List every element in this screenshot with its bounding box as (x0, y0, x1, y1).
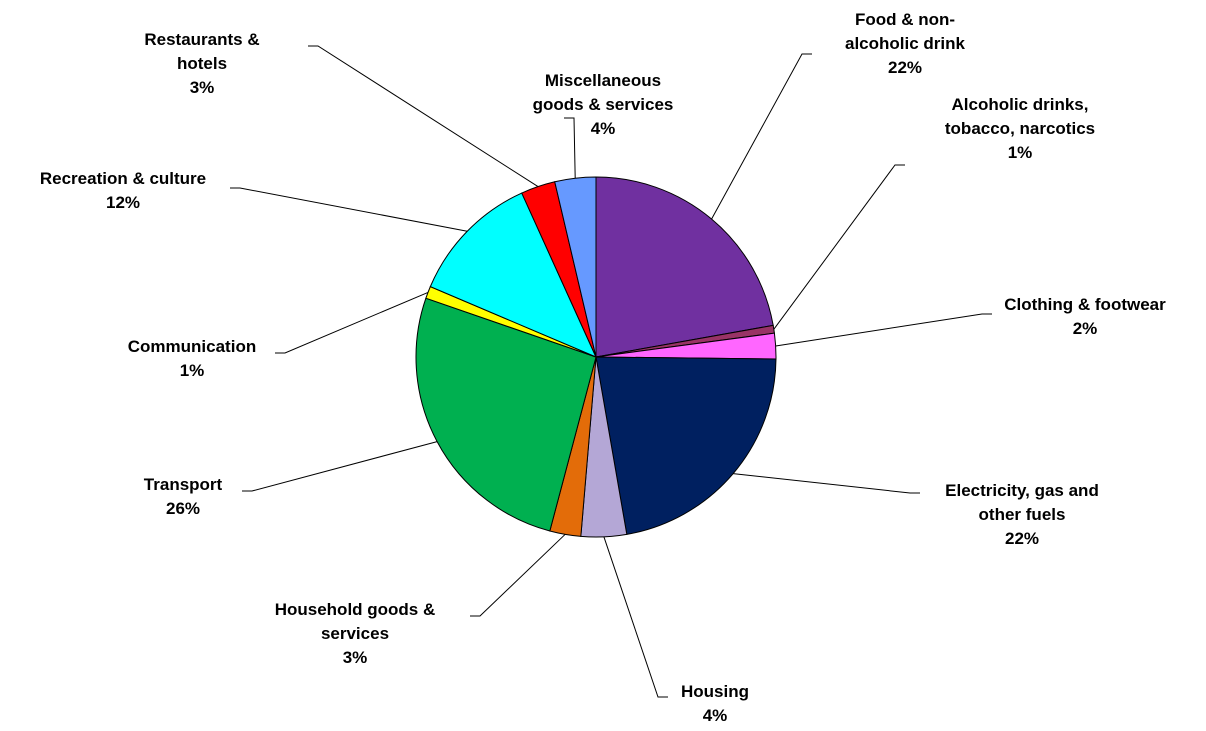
leader-line-recreation-and-culture (230, 187, 468, 232)
slice-labels: Food & non-alcoholic drink 22% Alcoholic d… (40, 10, 1166, 725)
leader-lines (230, 45, 992, 698)
slice-label-electricity-gas-and-other-fuels: other fuels (979, 505, 1066, 524)
pie-slice-food-and-non-alcoholic-drink (595, 176, 774, 358)
slice-label-clothing-and-footwear: Clothing & footwear (1004, 295, 1166, 314)
slice-label-miscellaneous-goods-and-services: Miscellaneous (545, 71, 661, 90)
slice-percent-miscellaneous-goods-and-services: 4% (591, 119, 616, 138)
leader-line-restaurants-and-hotels (308, 45, 539, 188)
pie-slice-miscellaneous-goods-and-services (554, 176, 597, 358)
slice-percent-household-goods-and-services: 3% (343, 648, 368, 667)
slice-percent-alcoholic-drinks-tobacco-narcotics: 1% (1008, 143, 1033, 162)
leader-line-housing (603, 536, 668, 698)
slice-percent-restaurants-and-hotels: 3% (190, 78, 215, 97)
slice-label-transport: Transport (144, 475, 223, 494)
slice-label-housing: Housing (681, 682, 749, 701)
slice-label-food-and-non-alcoholic-drink: alcoholic drink (845, 34, 966, 53)
slice-label-restaurants-and-hotels: Restaurants & (144, 30, 259, 49)
leader-line-miscellaneous-goods-and-services (564, 117, 576, 179)
slice-label-alcoholic-drinks-tobacco-narcotics: tobacco, narcotics (945, 119, 1095, 138)
leader-line-household-goods-and-services (470, 533, 566, 617)
pie-slices (415, 176, 777, 538)
slice-label-recreation-and-culture: Recreation & culture (40, 169, 206, 188)
leader-line-clothing-and-footwear (775, 313, 992, 347)
slice-label-household-goods-and-services: Household goods & (275, 600, 436, 619)
slice-label-miscellaneous-goods-and-services: goods & services (533, 95, 674, 114)
slice-label-communication: Communication (128, 337, 256, 356)
leader-line-food-and-non-alcoholic-drink (711, 53, 812, 220)
slice-percent-recreation-and-culture: 12% (106, 193, 140, 212)
pie-slice-transport (415, 297, 597, 532)
leader-line-communication (275, 291, 429, 354)
leader-line-alcoholic-drinks-tobacco-narcotics (773, 164, 905, 330)
slice-percent-electricity-gas-and-other-fuels: 22% (1005, 529, 1039, 548)
slice-label-household-goods-and-services: services (321, 624, 389, 643)
leader-line-electricity-gas-and-other-fuels (733, 473, 920, 494)
slice-label-restaurants-and-hotels: hotels (177, 54, 227, 73)
slice-percent-food-and-non-alcoholic-drink: 22% (888, 58, 922, 77)
slice-percent-communication: 1% (180, 361, 205, 380)
pie-slice-electricity-gas-and-other-fuels (595, 356, 777, 535)
slice-percent-clothing-and-footwear: 2% (1073, 319, 1098, 338)
pie-slice-recreation-and-culture (429, 192, 597, 358)
slice-label-alcoholic-drinks-tobacco-narcotics: Alcoholic drinks, (952, 95, 1089, 114)
slice-percent-transport: 26% (166, 499, 200, 518)
slice-label-food-and-non-alcoholic-drink: Food & non- (855, 10, 955, 29)
slice-label-electricity-gas-and-other-fuels: Electricity, gas and (945, 481, 1099, 500)
slice-percent-housing: 4% (703, 706, 728, 725)
leader-line-transport (242, 441, 438, 492)
